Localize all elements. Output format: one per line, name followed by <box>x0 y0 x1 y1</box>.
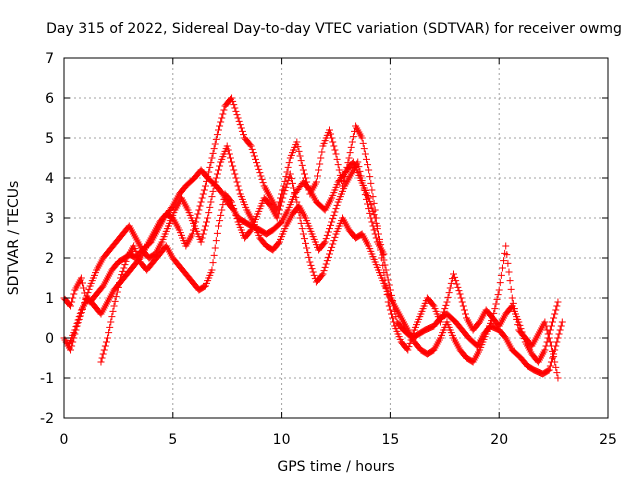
x-tick-label: 10 <box>273 432 291 448</box>
series-track-c <box>64 94 562 366</box>
series-line <box>64 94 562 366</box>
x-tick-label: 15 <box>381 432 399 448</box>
y-tick-label: 7 <box>45 51 54 67</box>
y-tick-label: 2 <box>45 251 54 267</box>
chart-title: Day 315 of 2022, Sidereal Day-to-day VTE… <box>46 21 622 37</box>
y-tick-label: -1 <box>40 371 54 387</box>
y-tick-label: 1 <box>45 291 54 307</box>
y-tick-label: 6 <box>45 91 54 107</box>
y-tick-label: 3 <box>45 211 54 227</box>
axis-ticks: 0 5 10 15 20 25 -2 -1 0 1 2 3 4 5 6 7 <box>40 51 617 448</box>
x-tick-label: 5 <box>168 432 177 448</box>
series-track-d <box>97 170 562 382</box>
data-points <box>60 94 566 382</box>
x-tick-label: 25 <box>599 432 617 448</box>
y-tick-label: -2 <box>40 411 54 427</box>
y-tick-label: 4 <box>45 171 54 187</box>
x-tick-label: 20 <box>490 432 508 448</box>
x-axis-label: GPS time / hours <box>277 459 394 475</box>
x-tick-label: 0 <box>60 432 69 448</box>
y-tick-label: 5 <box>45 131 54 147</box>
plot-frame <box>63 57 609 419</box>
y-axis-label: SDTVAR / TECUs <box>6 181 22 296</box>
y-tick-label: 0 <box>45 331 54 347</box>
